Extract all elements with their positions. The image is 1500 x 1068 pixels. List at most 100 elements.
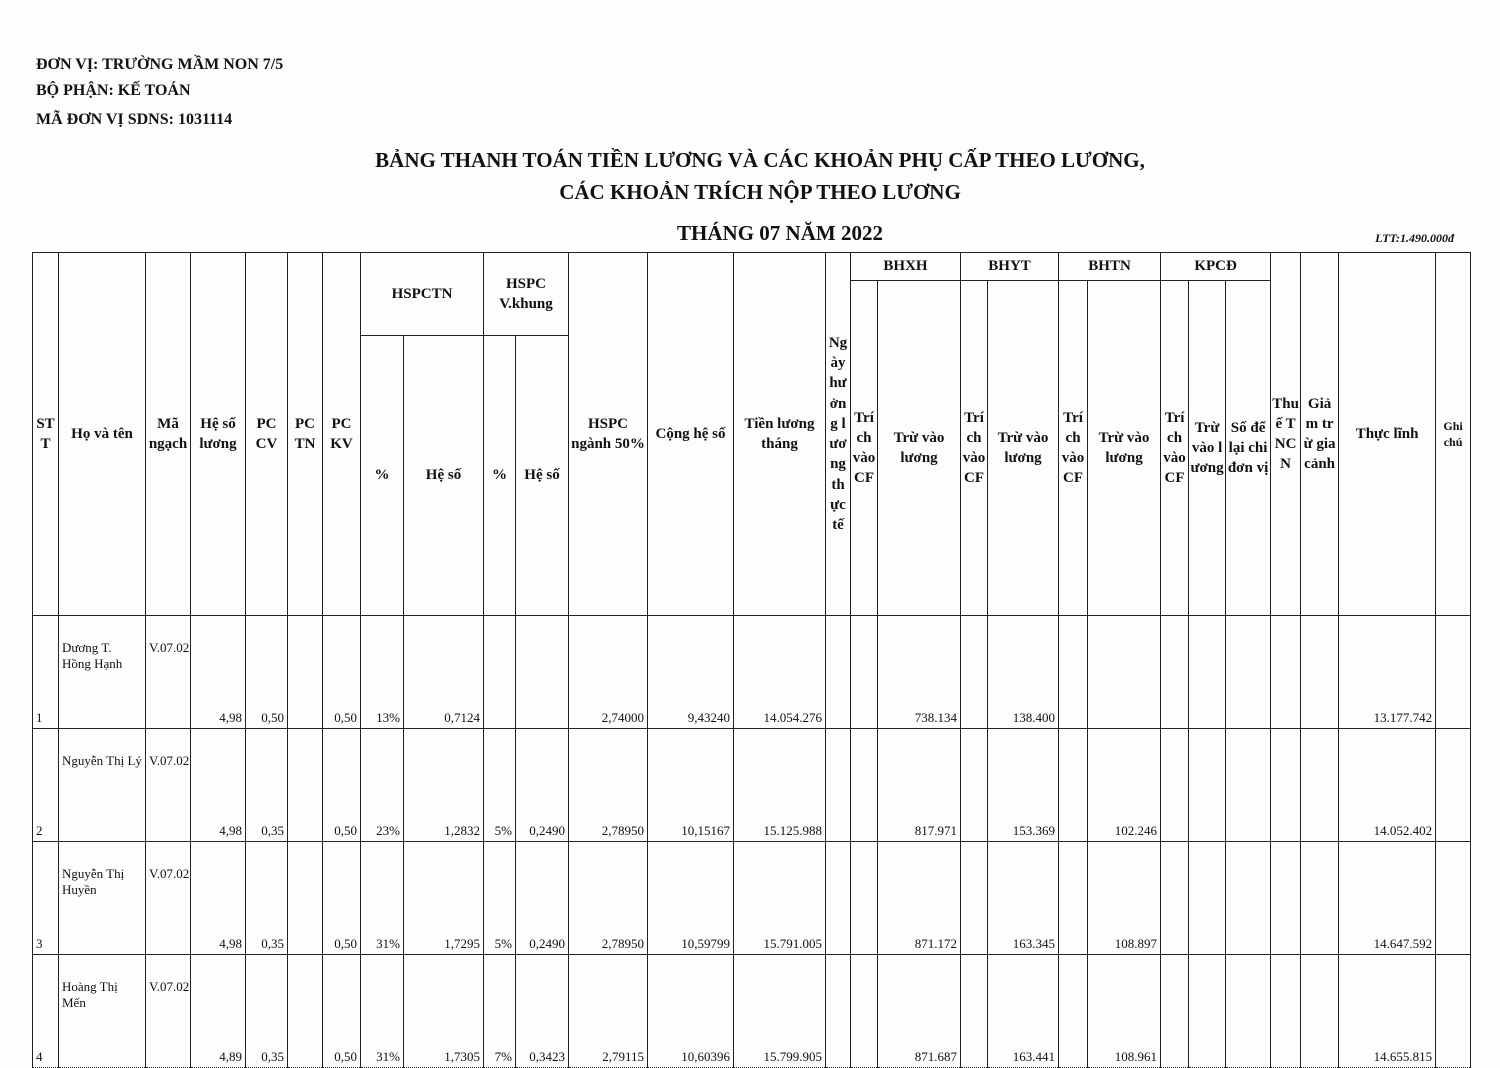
unit-code: MÃ ĐƠN VỊ SDNS: 1031114 <box>36 111 233 128</box>
cell: 10,59799 <box>647 841 735 955</box>
th: Cộng hệ số <box>647 252 735 616</box>
cell: 0,35 <box>245 728 288 842</box>
cell <box>1058 954 1089 1068</box>
unit: ĐƠN VỊ: TRƯỜNG MẦM NON 7/5 <box>36 56 284 73</box>
th: Trích vào CF <box>1058 280 1089 616</box>
base-salary: LTT:1.490.000đ <box>1375 231 1454 245</box>
th: % <box>360 335 404 616</box>
th: Hệ số lương <box>190 252 246 616</box>
cell: 10,15167 <box>647 728 735 842</box>
period: THÁNG 07 NĂM 2022 <box>677 221 883 245</box>
cell: 738.134 <box>877 615 962 729</box>
cell <box>960 954 989 1068</box>
cell: 0,50 <box>322 615 361 729</box>
cell: 4,98 <box>190 841 246 955</box>
cell: 871.687 <box>877 954 962 1068</box>
cell: 2,79115 <box>568 954 649 1068</box>
cell: 4,98 <box>190 615 246 729</box>
cell: 0,2490 <box>514 728 570 842</box>
cell: 138.400 <box>987 615 1060 729</box>
cell: 2,78950 <box>568 728 649 842</box>
cell: 13% <box>360 615 404 729</box>
cell: 23% <box>360 728 404 842</box>
cell: 0,7124 <box>403 615 484 729</box>
th: Tiền lương tháng <box>733 252 827 616</box>
cell: V.07.02.25 <box>145 615 191 729</box>
cell: 4,89 <box>190 954 246 1068</box>
th: Họ và tên <box>58 252 146 616</box>
cell <box>287 728 323 842</box>
cell: 9,43240 <box>647 615 735 729</box>
cell: 4 <box>32 954 59 1068</box>
th: Trừ vào lương <box>1188 280 1227 616</box>
cell <box>850 615 879 729</box>
cell <box>1300 728 1340 842</box>
th: Trừ vào lương <box>1087 280 1162 616</box>
cell: 153.369 <box>987 728 1060 842</box>
th: HSPC V.khung <box>482 252 570 336</box>
cell <box>287 615 323 729</box>
th: BHYT <box>960 252 1060 281</box>
cell: 4,98 <box>190 728 246 842</box>
cell: 14.052.402 <box>1338 728 1437 842</box>
cell: 5% <box>483 841 516 955</box>
cell: 163.441 <box>987 954 1060 1068</box>
cell <box>1058 841 1089 955</box>
cell: 14.655.815 <box>1338 954 1437 1068</box>
cell: V.07.02.26 <box>145 954 191 1068</box>
cell <box>1270 615 1302 729</box>
cell: 7% <box>483 954 516 1068</box>
cell: 15.799.905 <box>733 954 827 1068</box>
th: BHTN <box>1058 252 1162 281</box>
cell: Hoàng Thị Mến <box>58 954 146 1068</box>
th: BHXH <box>850 252 962 281</box>
cell: 163.345 <box>987 841 1060 955</box>
cell: 0,50 <box>322 841 361 955</box>
th: Thuế TNCN <box>1270 252 1302 616</box>
th: Thực lĩnh <box>1338 252 1437 616</box>
cell: 108.961 <box>1087 954 1162 1068</box>
cell <box>1225 841 1272 955</box>
payroll-table: STT Họ và tên Mã ngạch Hệ số lương PC CV… <box>32 252 1472 1068</box>
cell <box>1435 728 1472 842</box>
cell <box>1058 615 1089 729</box>
cell <box>1188 954 1227 1068</box>
th: Mã ngạch <box>145 252 191 616</box>
cell <box>825 954 852 1068</box>
cell: 0,3423 <box>514 954 570 1068</box>
cell <box>287 954 323 1068</box>
th: Số để lại chi đơn vị <box>1225 280 1272 616</box>
cell <box>1435 615 1472 729</box>
cell: 10,60396 <box>647 954 735 1068</box>
cell: 1 <box>32 615 59 729</box>
cell <box>825 728 852 842</box>
cell: 1,7295 <box>403 841 484 955</box>
cell: 108.897 <box>1087 841 1162 955</box>
cell: 0,35 <box>245 841 288 955</box>
th: Trích vào CF <box>850 280 879 616</box>
th: PC TN <box>287 252 323 616</box>
cell <box>1300 954 1340 1068</box>
th: % <box>483 335 516 616</box>
cell: V.07.02.25 <box>145 841 191 955</box>
cell: V.07.02.25 <box>145 728 191 842</box>
th: PC KV <box>322 252 361 616</box>
cell <box>483 615 516 729</box>
th: HSPC ngành 50% <box>568 252 649 616</box>
cell: 15.791.005 <box>733 841 827 955</box>
cell: Nguyễn Thị Huyền <box>58 841 146 955</box>
cell: 102.246 <box>1087 728 1162 842</box>
cell <box>1188 841 1227 955</box>
cell: 2,74000 <box>568 615 649 729</box>
th: Trích vào CF <box>960 280 989 616</box>
cell <box>1300 615 1340 729</box>
cell <box>1435 954 1472 1068</box>
cell <box>825 841 852 955</box>
th: STT <box>32 252 59 616</box>
cell: 0,50 <box>245 615 288 729</box>
cell <box>1435 841 1472 955</box>
